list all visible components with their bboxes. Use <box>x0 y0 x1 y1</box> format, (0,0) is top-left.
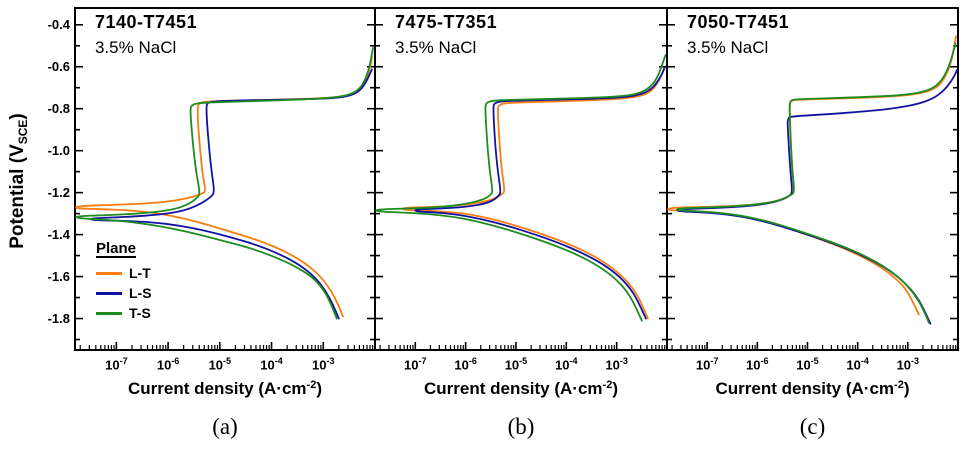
curve-7050-T7451-L-S <box>676 68 958 325</box>
x-tick-label: 10-4 <box>260 356 283 373</box>
x-tick-label: 10-6 <box>746 356 769 373</box>
x-axis-title-exponent: -2 <box>894 379 904 391</box>
legend-swatch-ts <box>96 311 122 315</box>
y-axis-title-close: ) <box>7 113 28 120</box>
legend-label-ts: T-S <box>129 305 151 321</box>
x-axis-title-exponent: -2 <box>602 379 613 391</box>
x-axis-title-text: Current density (A·cm <box>128 379 307 398</box>
x-tick-label: 10-3 <box>605 356 628 373</box>
y-tick-label: -1.0 <box>47 142 70 158</box>
x-tick-label: 10-7 <box>105 356 128 373</box>
x-tick-label: 10-5 <box>504 356 528 373</box>
legend-swatch-ls <box>96 291 122 295</box>
curve-7140-T7451-T-S <box>75 46 374 320</box>
x-axis-title-text: Current density (A·cm <box>715 379 895 398</box>
panel-c-title: 7050-T7451 <box>687 12 790 32</box>
panel-c-subtitle: 3.5% NaCl <box>687 38 769 57</box>
y-tick-label: -1.2 <box>47 184 70 200</box>
curve-7050-T7451-T-S <box>676 42 957 324</box>
legend: Plane L-T L-S T-S <box>96 240 152 323</box>
x-tick-label: 10-6 <box>454 356 477 373</box>
legend-entry-ls: L-S <box>96 283 152 303</box>
y-tick-label: -1.6 <box>47 268 70 284</box>
x-axis-title-text: Current density (A·cm <box>424 379 603 398</box>
x-tick-label: 10-3 <box>896 356 920 373</box>
y-tick-label: -0.6 <box>47 58 70 74</box>
legend-title: Plane <box>96 240 137 257</box>
panel-box <box>666 7 959 351</box>
x-tick-label: 10-3 <box>312 356 335 373</box>
panel-letter-a: (a) <box>212 414 238 439</box>
x-tick-label: 10-7 <box>404 356 427 373</box>
x-tick-label: 10-5 <box>208 356 232 373</box>
x-axis-title-close: ) <box>903 379 910 398</box>
curve-7050-T7451-L-T <box>667 35 957 316</box>
panel-letter-c: (c) <box>799 414 826 439</box>
x-axis-title-c: Current density (A·cm-2) <box>667 379 958 399</box>
curve-7475-T7351-T-S <box>375 54 667 322</box>
curve-7475-T7351-L-S <box>414 65 666 320</box>
y-tick-label: -0.4 <box>47 16 70 32</box>
panel-a-title: 7140-T7451 <box>95 12 198 32</box>
x-axis-title-close: ) <box>316 379 322 398</box>
panel-b-title: 7475-T7351 <box>395 12 498 32</box>
x-tick-label: 10-4 <box>846 356 869 373</box>
x-tick-label: 10-4 <box>555 356 578 373</box>
legend-swatch-lt <box>96 271 122 275</box>
x-axis-title-exponent: -2 <box>306 379 317 391</box>
legend-entry-ts: T-S <box>96 303 152 323</box>
panel-a-subtitle: 3.5% NaCl <box>95 38 177 57</box>
panel-letter-b: (b) <box>507 414 535 439</box>
y-axis-title-text: Potential (V <box>7 144 28 249</box>
x-tick-label: 10-5 <box>796 356 819 373</box>
x-tick-label: 10-7 <box>695 356 719 373</box>
y-tick-label: -1.4 <box>47 226 70 242</box>
y-tick-label: -0.8 <box>47 100 70 116</box>
legend-entry-lt: L-T <box>96 263 152 283</box>
legend-label-lt: L-T <box>129 265 151 281</box>
curve-7475-T7351-L-T <box>401 67 665 320</box>
panel-box <box>374 7 668 351</box>
legend-label-ls: L-S <box>129 285 152 301</box>
y-tick-label: -1.8 <box>47 310 70 326</box>
panel-b-subtitle: 3.5% NaCl <box>395 38 477 57</box>
x-tick-label: 10-6 <box>156 356 180 373</box>
y-axis-title-subscript: SCE <box>16 119 30 145</box>
x-axis-title-b: Current density (A·cm-2) <box>375 379 667 399</box>
x-axis-title-close: ) <box>612 379 618 398</box>
x-axis-title-a: Current density (A·cm-2) <box>75 379 375 399</box>
